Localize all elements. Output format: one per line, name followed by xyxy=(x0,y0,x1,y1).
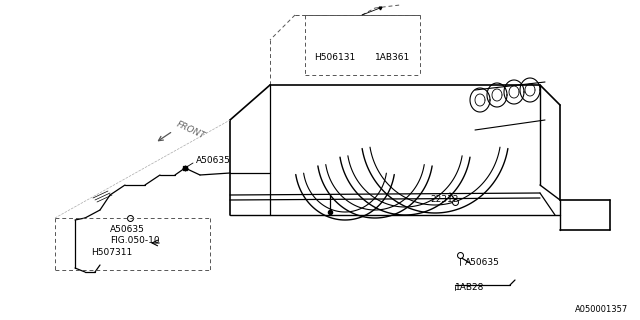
Text: A050001357: A050001357 xyxy=(575,305,628,314)
Text: 1AB361: 1AB361 xyxy=(375,53,410,62)
Text: 22312: 22312 xyxy=(430,195,458,204)
Text: FRONT: FRONT xyxy=(175,119,207,140)
Text: H507311: H507311 xyxy=(91,248,132,257)
Text: A50635: A50635 xyxy=(465,258,500,267)
Text: A50635: A50635 xyxy=(196,156,231,165)
Text: H506131: H506131 xyxy=(314,53,355,62)
Text: FIG.050-10: FIG.050-10 xyxy=(110,236,159,245)
Text: 1AB28: 1AB28 xyxy=(455,283,484,292)
Text: A50635: A50635 xyxy=(110,225,145,234)
